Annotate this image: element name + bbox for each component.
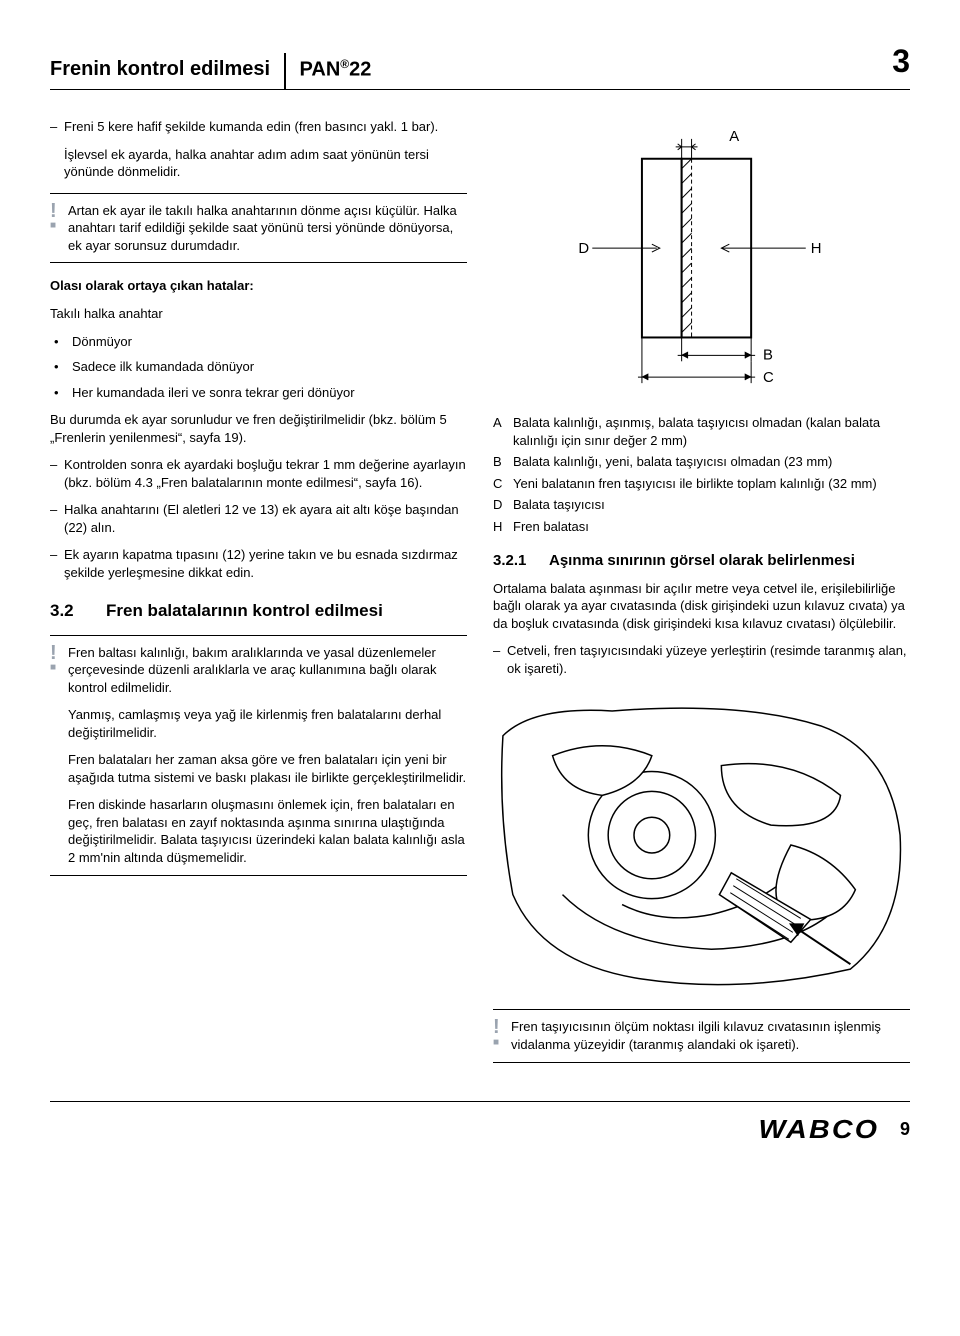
- note-block: !■ Fren taşıyıcısının ölçüm noktası ilgi…: [493, 1009, 910, 1062]
- svg-text:D: D: [578, 241, 589, 257]
- right-column: A D H B: [493, 118, 910, 1076]
- legend-text: Balata taşıyıcısı: [513, 496, 605, 514]
- svg-text:H: H: [811, 241, 822, 257]
- errors-sub: Takılı halka anahtar: [50, 305, 467, 323]
- note-icon: !■: [50, 644, 68, 867]
- note-text: Yanmış, camlaşmış veya yağ ile kirlenmiş…: [68, 706, 467, 741]
- thickness-diagram: A D H B: [493, 118, 910, 408]
- dash-item: Kontrolden sonra ek ayardaki boşluğu tek…: [50, 456, 467, 491]
- legend-key: A: [493, 414, 513, 449]
- header-title-left: Frenin kontrol edilmesi: [50, 56, 284, 83]
- legend-row: ABalata kalınlığı, aşınmış, balata taşıy…: [493, 414, 910, 449]
- dash-item: Halka anahtarını (El aletleri 12 ve 13) …: [50, 501, 467, 536]
- subsection-number: 3.2.1: [493, 551, 549, 571]
- note-icon: !■: [50, 202, 68, 255]
- subsection-title: Aşınma sınırının görsel olarak belirlenm…: [549, 551, 855, 571]
- legend-row: BBalata kalınlığı, yeni, balata taşıyıcı…: [493, 453, 910, 471]
- section-heading: 3.2 Fren balatalarının kontrol edilmesi: [50, 600, 467, 623]
- note-text: Fren taşıyıcısının ölçüm noktası ilgili …: [511, 1018, 910, 1053]
- list-text: Dönmüyor: [72, 333, 132, 351]
- subsection-heading: 3.2.1 Aşınma sınırının görsel olarak bel…: [493, 551, 910, 571]
- diagram-legend: ABalata kalınlığı, aşınmış, balata taşıy…: [493, 414, 910, 535]
- legend-row: CYeni balatanın fren taşıyıcısı ile birl…: [493, 475, 910, 493]
- content-columns: Freni 5 kere hafif şekilde kumanda edin …: [50, 118, 910, 1076]
- note-icon: !■: [493, 1018, 511, 1053]
- dash-item: Ek ayarın kapatma tıpasını (12) yerine t…: [50, 546, 467, 581]
- dash-item: Freni 5 kere hafif şekilde kumanda edin …: [50, 118, 467, 136]
- dash-text: Halka anahtarını (El aletleri 12 ve 13) …: [64, 501, 467, 536]
- section-title: Fren balatalarının kontrol edilmesi: [106, 600, 383, 623]
- list-item: Dönmüyor: [50, 333, 467, 351]
- legend-key: D: [493, 496, 513, 514]
- bullet-list: Dönmüyor Sadece ilk kumandada dönüyor He…: [50, 333, 467, 402]
- paragraph: İşlevsel ek ayarda, halka anahtar adım a…: [64, 146, 467, 181]
- dash-text: Kontrolden sonra ek ayardaki boşluğu tek…: [64, 456, 467, 491]
- header-title-mid: PAN®22: [286, 56, 386, 84]
- note-text: Fren balataları her zaman aksa göre ve f…: [68, 751, 467, 786]
- chapter-number: 3: [892, 40, 910, 83]
- legend-row: DBalata taşıyıcısı: [493, 496, 910, 514]
- brand-logo: WABCO: [759, 1112, 880, 1147]
- paragraph: Bu durumda ek ayar sorunludur ve fren de…: [50, 411, 467, 446]
- note-block: !■ Artan ek ayar ile takılı halka anahta…: [50, 193, 467, 264]
- left-column: Freni 5 kere hafif şekilde kumanda edin …: [50, 118, 467, 1076]
- legend-key: B: [493, 453, 513, 471]
- errors-heading: Olası olarak ortaya çıkan hatalar:: [50, 277, 467, 295]
- legend-text: Balata kalınlığı, yeni, balata taşıyıcıs…: [513, 453, 832, 471]
- legend-key: C: [493, 475, 513, 493]
- dash-item: Cetveli, fren taşıyıcısındaki yüzeye yer…: [493, 642, 910, 677]
- legend-text: Balata kalınlığı, aşınmış, balata taşıyı…: [513, 414, 910, 449]
- list-item: Sadece ilk kumandada dönüyor: [50, 358, 467, 376]
- mechanical-illustration: [493, 695, 910, 995]
- note-text: Fren baltası kalınlığı, bakım aralıkları…: [68, 644, 467, 697]
- note-text: Artan ek ayar ile takılı halka anahtarın…: [68, 202, 467, 255]
- note-body: Fren baltası kalınlığı, bakım aralıkları…: [68, 644, 467, 867]
- list-text: Her kumandada ileri ve sonra tekrar geri…: [72, 384, 355, 402]
- legend-text: Fren balatası: [513, 518, 589, 536]
- legend-key: H: [493, 518, 513, 536]
- dash-text: Cetveli, fren taşıyıcısındaki yüzeye yer…: [507, 642, 910, 677]
- note-block: !■ Fren baltası kalınlığı, bakım aralıkl…: [50, 635, 467, 876]
- page-header: Frenin kontrol edilmesi PAN®22 3: [50, 40, 910, 90]
- svg-text:C: C: [763, 370, 774, 386]
- header-mid-sup: ®: [340, 57, 349, 71]
- paragraph: Ortalama balata aşınması bir açılır metr…: [493, 580, 910, 633]
- svg-text:A: A: [729, 129, 739, 145]
- list-item: Her kumandada ileri ve sonra tekrar geri…: [50, 384, 467, 402]
- svg-text:B: B: [763, 347, 773, 363]
- dash-text: Freni 5 kere hafif şekilde kumanda edin …: [64, 118, 467, 136]
- dash-text: Ek ayarın kapatma tıpasını (12) yerine t…: [64, 546, 467, 581]
- legend-text: Yeni balatanın fren taşıyıcısı ile birli…: [513, 475, 877, 493]
- section-number: 3.2: [50, 600, 106, 623]
- page-footer: WABCO 9: [50, 1101, 910, 1147]
- header-mid-post: 22: [349, 58, 371, 80]
- list-text: Sadece ilk kumandada dönüyor: [72, 358, 254, 376]
- header-mid-pre: PAN: [300, 58, 341, 80]
- note-text: Fren diskinde hasarların oluşmasını önle…: [68, 796, 467, 866]
- legend-row: HFren balatası: [493, 518, 910, 536]
- page-number: 9: [900, 1117, 910, 1141]
